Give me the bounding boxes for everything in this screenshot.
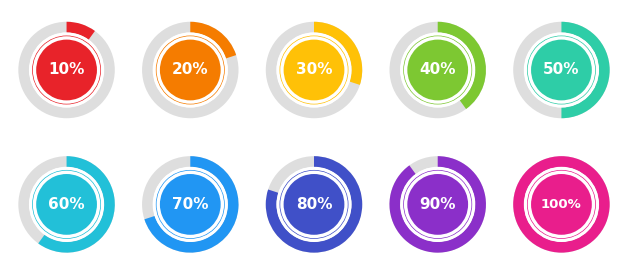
Wedge shape bbox=[266, 156, 362, 253]
Wedge shape bbox=[190, 22, 236, 58]
Wedge shape bbox=[38, 156, 115, 253]
Wedge shape bbox=[404, 171, 472, 238]
Circle shape bbox=[33, 171, 100, 238]
Text: 90%: 90% bbox=[420, 197, 456, 212]
Text: 20%: 20% bbox=[172, 62, 208, 78]
Wedge shape bbox=[561, 22, 610, 118]
Wedge shape bbox=[144, 156, 239, 253]
Wedge shape bbox=[389, 22, 486, 118]
Circle shape bbox=[404, 36, 472, 104]
Wedge shape bbox=[314, 22, 362, 85]
Circle shape bbox=[525, 168, 598, 241]
Circle shape bbox=[404, 171, 472, 238]
Wedge shape bbox=[513, 156, 610, 253]
Text: 80%: 80% bbox=[296, 197, 332, 212]
Wedge shape bbox=[156, 171, 224, 238]
Text: 40%: 40% bbox=[420, 62, 456, 78]
Circle shape bbox=[156, 171, 224, 238]
Circle shape bbox=[154, 33, 227, 107]
Wedge shape bbox=[18, 156, 115, 253]
Text: 50%: 50% bbox=[543, 62, 580, 78]
Circle shape bbox=[280, 36, 348, 104]
Circle shape bbox=[278, 33, 350, 107]
Text: 70%: 70% bbox=[172, 197, 208, 212]
Wedge shape bbox=[280, 171, 348, 238]
Wedge shape bbox=[142, 156, 239, 253]
Wedge shape bbox=[156, 36, 224, 104]
Circle shape bbox=[401, 168, 474, 241]
Wedge shape bbox=[513, 156, 610, 253]
Circle shape bbox=[30, 168, 103, 241]
Circle shape bbox=[33, 36, 100, 104]
Circle shape bbox=[30, 33, 103, 107]
Circle shape bbox=[280, 171, 348, 238]
Text: 100%: 100% bbox=[541, 198, 582, 211]
Circle shape bbox=[528, 171, 595, 238]
Wedge shape bbox=[404, 36, 472, 104]
Wedge shape bbox=[528, 171, 595, 238]
Wedge shape bbox=[33, 36, 100, 104]
Wedge shape bbox=[67, 22, 95, 39]
Circle shape bbox=[278, 168, 350, 241]
Wedge shape bbox=[528, 36, 595, 104]
Circle shape bbox=[528, 36, 595, 104]
Circle shape bbox=[156, 36, 224, 104]
Wedge shape bbox=[438, 22, 486, 109]
Wedge shape bbox=[280, 36, 348, 104]
Wedge shape bbox=[33, 171, 100, 238]
Wedge shape bbox=[389, 156, 486, 253]
Circle shape bbox=[154, 168, 227, 241]
Circle shape bbox=[525, 33, 598, 107]
Wedge shape bbox=[513, 22, 610, 118]
Text: 60%: 60% bbox=[48, 197, 85, 212]
Text: 10%: 10% bbox=[48, 62, 85, 78]
Wedge shape bbox=[18, 22, 115, 118]
Wedge shape bbox=[266, 22, 362, 118]
Wedge shape bbox=[142, 22, 239, 118]
Wedge shape bbox=[389, 156, 486, 253]
Wedge shape bbox=[266, 156, 362, 253]
Text: 30%: 30% bbox=[296, 62, 332, 78]
Circle shape bbox=[401, 33, 474, 107]
